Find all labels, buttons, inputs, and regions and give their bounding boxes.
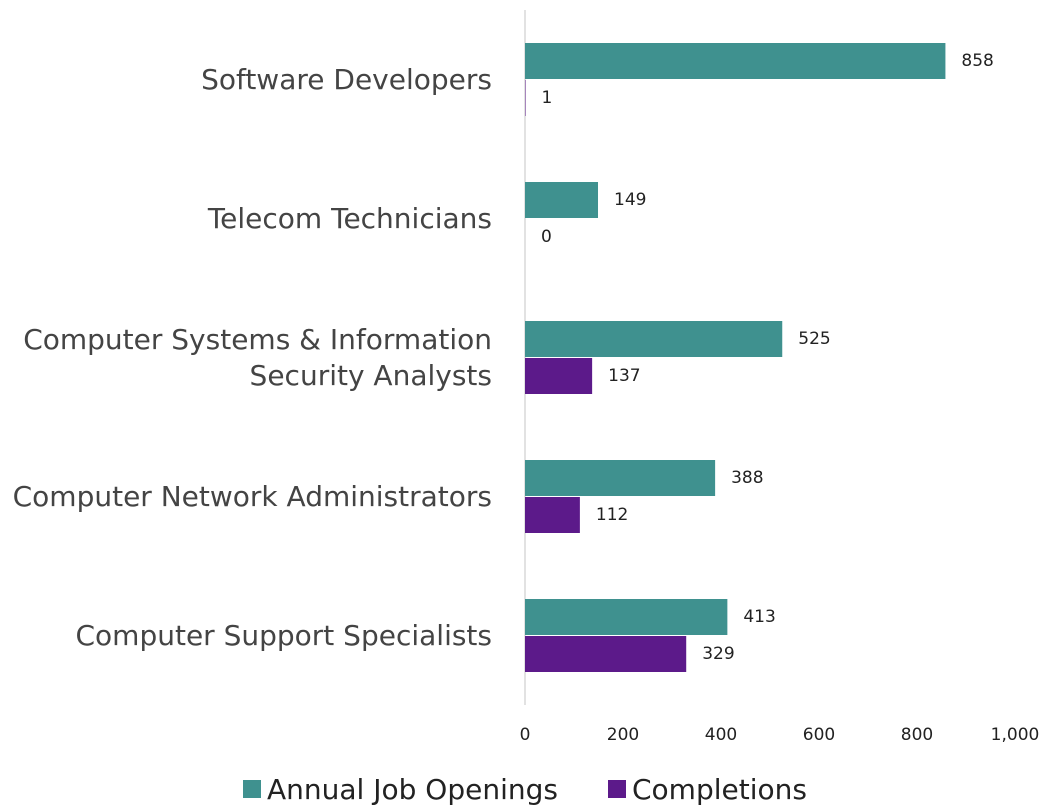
x-tick-label: 0 [520,725,531,745]
data-label: 149 [614,190,646,210]
data-label: 0 [541,227,552,247]
bar [525,321,783,357]
x-tick-label: 800 [901,725,933,745]
x-tick-label: 200 [607,725,639,745]
bar [525,497,580,533]
data-label: 413 [743,607,775,627]
category-label: Software Developers [201,63,492,96]
x-tick-label: 600 [803,725,835,745]
legend-label: Completions [632,773,807,806]
data-label: 388 [731,468,763,488]
bar [525,636,687,672]
data-label: 1 [541,88,552,108]
bar [525,460,716,496]
data-label: 112 [596,505,628,525]
category-label: Computer Systems & Information Security … [23,323,492,392]
data-label: 525 [798,329,830,349]
data-label: 858 [961,51,993,71]
data-label: 329 [702,644,734,664]
bar [525,599,728,635]
legend-swatch [608,780,626,798]
legend-swatch [243,780,261,798]
x-tick-label: 400 [705,725,737,745]
legend-label: Annual Job Openings [267,773,558,806]
bar [525,43,946,79]
bar [525,358,593,394]
category-label: Computer Network Administrators [12,480,492,513]
x-tick-label: 1,000 [991,725,1040,745]
category-label: Telecom Technicians [207,202,492,235]
category-label: Computer Support Specialists [75,619,493,652]
data-label: 137 [608,366,640,386]
bar [525,182,599,218]
